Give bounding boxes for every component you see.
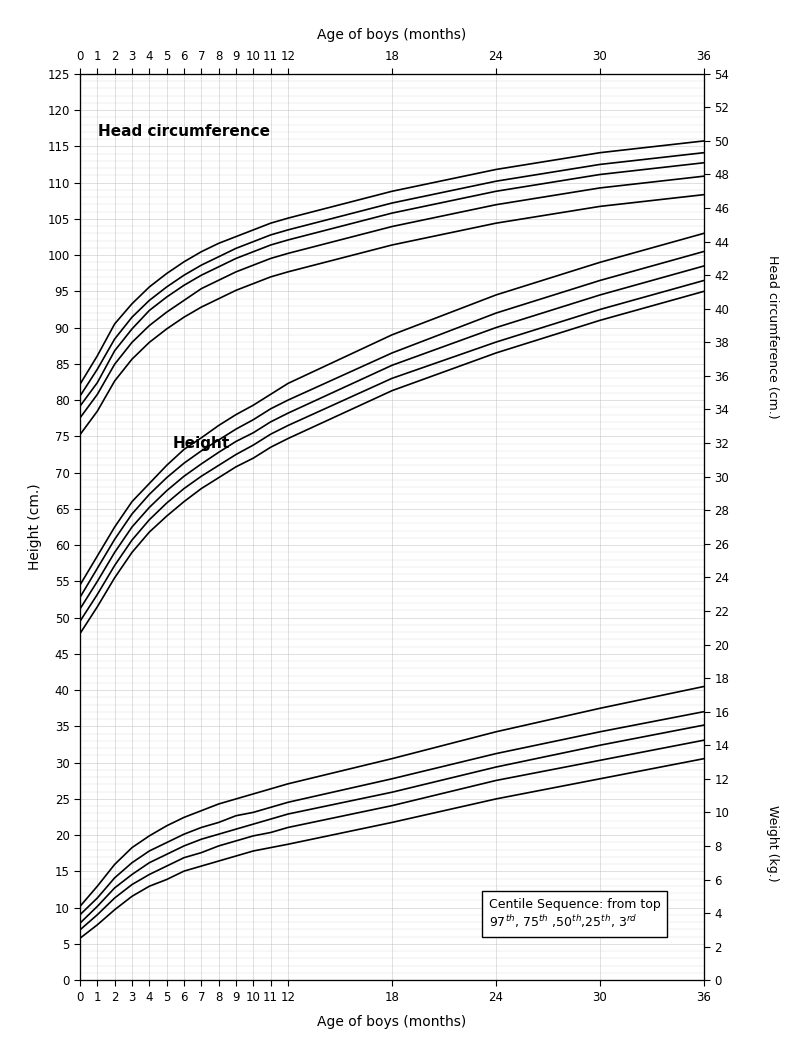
X-axis label: Age of boys (months): Age of boys (months) (318, 1015, 466, 1029)
Text: Height: Height (173, 436, 230, 451)
Text: Weight (kg.): Weight (kg.) (766, 805, 778, 881)
Y-axis label: Height (cm.): Height (cm.) (28, 484, 42, 570)
Text: Head circumference: Head circumference (98, 124, 270, 139)
Text: Centile Sequence: from top
97$^{th}$, 75$^{th}$ ,50$^{th}$,25$^{th}$, 3$^{rd}$: Centile Sequence: from top 97$^{th}$, 75… (489, 898, 661, 931)
X-axis label: Age of boys (months): Age of boys (months) (318, 28, 466, 42)
Text: Head circumference (cm.): Head circumference (cm.) (766, 255, 778, 419)
